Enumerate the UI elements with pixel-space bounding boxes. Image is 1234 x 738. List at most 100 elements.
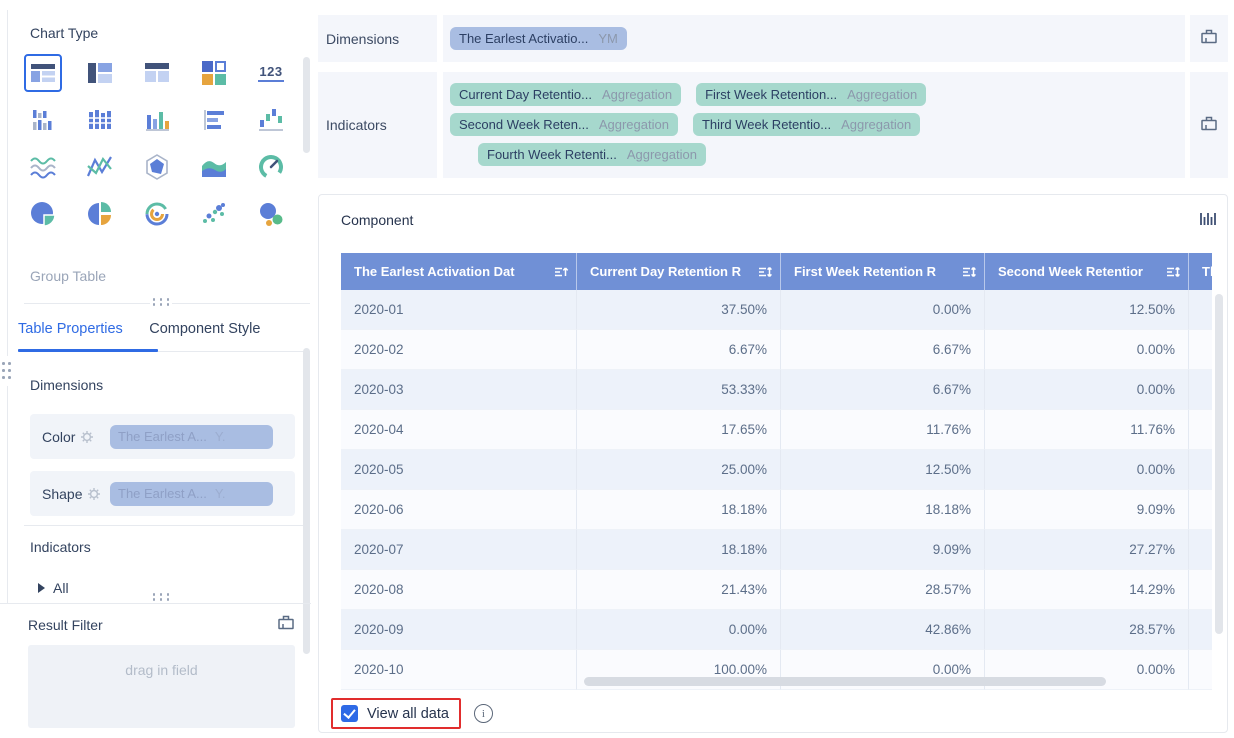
table-cell: 2020-01 (341, 290, 577, 330)
table-cell (1189, 490, 1212, 530)
chart-type-horizontal-bar-icon[interactable] (195, 101, 233, 139)
table-horizontal-scrollbar[interactable] (584, 677, 1106, 686)
color-mapping-row: Color The Earlest A... Y. (30, 414, 295, 459)
chart-type-pie-multi-icon[interactable] (81, 195, 119, 233)
color-field-tag[interactable]: The Earlest A... Y. (110, 424, 273, 449)
panel-resize-handle-top[interactable] (150, 296, 172, 308)
toolbox-icon[interactable] (277, 613, 295, 636)
table-cell: 0.00% (985, 370, 1189, 410)
table-cell: 0.00% (577, 610, 781, 650)
sort-icon[interactable] (962, 265, 977, 279)
collapse-arrow-icon (38, 583, 45, 593)
chart-type-group-table-icon[interactable] (24, 54, 62, 92)
shape-label: Shape (42, 485, 83, 502)
table-row: 2020-09 0.00% 42.86% 28.57% (341, 610, 1212, 650)
chart-type-grouped-bar-icon[interactable] (24, 101, 62, 139)
dimensions-shelf[interactable]: The Earlest Activatio... YM (443, 15, 1185, 62)
sidebar-left-border (7, 10, 8, 604)
sidebar-dimensions-title: Dimensions (30, 377, 104, 393)
table-column-header[interactable]: Th (1189, 253, 1212, 290)
table-cell: 2020-04 (341, 410, 577, 450)
table-header-row: The Earlest Activation Dat Current Day Re… (341, 253, 1212, 290)
table-cell: 2020-07 (341, 530, 577, 570)
sort-icon[interactable] (758, 265, 773, 279)
table-cell: 28.57% (985, 610, 1189, 650)
table-cell: 6.67% (781, 370, 985, 410)
table-cell (1189, 610, 1212, 650)
gear-icon[interactable] (80, 430, 94, 444)
table-column-header[interactable]: First Week Retention R (781, 253, 985, 290)
chart-type-waterfall-icon[interactable] (252, 101, 290, 139)
chart-type-number-card-icon[interactable]: 123 (252, 54, 290, 92)
component-title: Component (341, 212, 414, 228)
chart-type-multi-line-icon[interactable] (81, 148, 119, 186)
table-column-header[interactable]: The Earlest Activation Dat (341, 253, 577, 290)
chart-settings-icon[interactable] (1200, 211, 1216, 232)
result-filter-dropzone[interactable]: drag in field (28, 645, 295, 728)
table-cell (1189, 530, 1212, 570)
chart-type-line-chart-icon[interactable] (24, 148, 62, 186)
panel-resize-handle-bottom[interactable] (150, 591, 172, 603)
indicator-field-tag[interactable]: Current Day Retentio... Aggregation (450, 83, 682, 106)
data-table: The Earlest Activation Dat Current Day Re… (341, 253, 1212, 690)
indicator-field-tag[interactable]: First Week Retention... Aggregation (696, 83, 927, 106)
indicators-shelf-label: Indicators (326, 117, 387, 133)
chart-type-radar-icon[interactable] (138, 148, 176, 186)
table-column-header[interactable]: Second Week Retentior (985, 253, 1189, 290)
toolbox-icon[interactable] (1200, 114, 1218, 137)
chart-type-scatter-icon[interactable] (195, 195, 233, 233)
chart-type-side-table-icon[interactable] (81, 54, 119, 92)
dimension-field-tag[interactable]: The Earlest Activatio... YM (450, 27, 627, 50)
tab-table-properties[interactable]: Table Properties (18, 321, 123, 337)
indicators-shelf-tools (1190, 72, 1228, 178)
chart-type-area-chart-icon[interactable] (195, 148, 233, 186)
chart-type-pie-icon[interactable] (24, 195, 62, 233)
indicators-shelf[interactable]: Current Day Retentio... Aggregation First … (443, 72, 1185, 178)
property-tabs: Table Properties Component Style (18, 320, 310, 338)
table-cell: 21.43% (577, 570, 781, 610)
dropzone-placeholder: drag in field (125, 662, 198, 678)
table-cell: 9.09% (781, 530, 985, 570)
sidebar-divider-2 (24, 525, 310, 526)
indicator-field-tag[interactable]: Fourth Week Retenti... Aggregation (478, 143, 706, 166)
chart-grid-scrollbar[interactable] (303, 57, 310, 153)
indicators-all-toggle[interactable]: All (38, 580, 69, 596)
data-table-viewport: The Earlest Activation Dat Current Day Re… (341, 253, 1212, 690)
table-cell: 0.00% (985, 330, 1189, 370)
chart-type-bubble-icon[interactable] (252, 195, 290, 233)
shape-field-tag[interactable]: The Earlest A... Y. (110, 481, 273, 506)
chart-type-pivot-table-icon[interactable] (195, 54, 233, 92)
table-column-header[interactable]: Current Day Retention R (577, 253, 781, 290)
tab-component-style[interactable]: Component Style (149, 321, 261, 337)
view-all-data-checkbox[interactable] (341, 705, 358, 722)
chart-type-polar-icon[interactable] (138, 195, 176, 233)
sidebar-scrollbar[interactable] (303, 348, 310, 654)
chart-type-header-table-icon[interactable] (138, 54, 176, 92)
table-cell: 18.18% (577, 530, 781, 570)
indicators-shelf-label-cell: Indicators (318, 72, 437, 178)
sort-icon[interactable] (1166, 265, 1181, 279)
gear-icon[interactable] (87, 487, 101, 501)
toolbox-icon[interactable] (1200, 27, 1218, 50)
table-row: 2020-03 53.33% 6.67% 0.00% (341, 370, 1212, 410)
shape-mapping-row: Shape The Earlest A... Y. (30, 471, 295, 516)
tab-active-indicator (18, 349, 158, 352)
table-cell: 2020-02 (341, 330, 577, 370)
info-icon[interactable]: i (473, 704, 493, 723)
chart-type-gauge-icon[interactable] (252, 148, 290, 186)
table-cell: 28.57% (781, 570, 985, 610)
chart-type-histogram-icon[interactable] (81, 101, 119, 139)
table-cell: 9.09% (985, 490, 1189, 530)
panel-resize-handle-left[interactable] (0, 356, 14, 386)
indicator-field-tag[interactable]: Third Week Retentio... Aggregation (692, 113, 921, 136)
indicator-field-tag[interactable]: Second Week Reten... Aggregation (450, 113, 678, 136)
table-vertical-scrollbar[interactable] (1215, 294, 1223, 634)
dimensions-shelf-label-cell: Dimensions (318, 15, 437, 62)
table-cell (1189, 290, 1212, 330)
table-cell: 18.18% (577, 490, 781, 530)
chart-type-mixed-bar-icon[interactable] (138, 101, 176, 139)
table-row: 2020-05 25.00% 12.50% 0.00% (341, 450, 1212, 490)
table-cell: 2020-10 (341, 650, 577, 690)
sidebar-divider-3 (0, 603, 311, 604)
sort-asc-icon[interactable] (554, 265, 569, 279)
